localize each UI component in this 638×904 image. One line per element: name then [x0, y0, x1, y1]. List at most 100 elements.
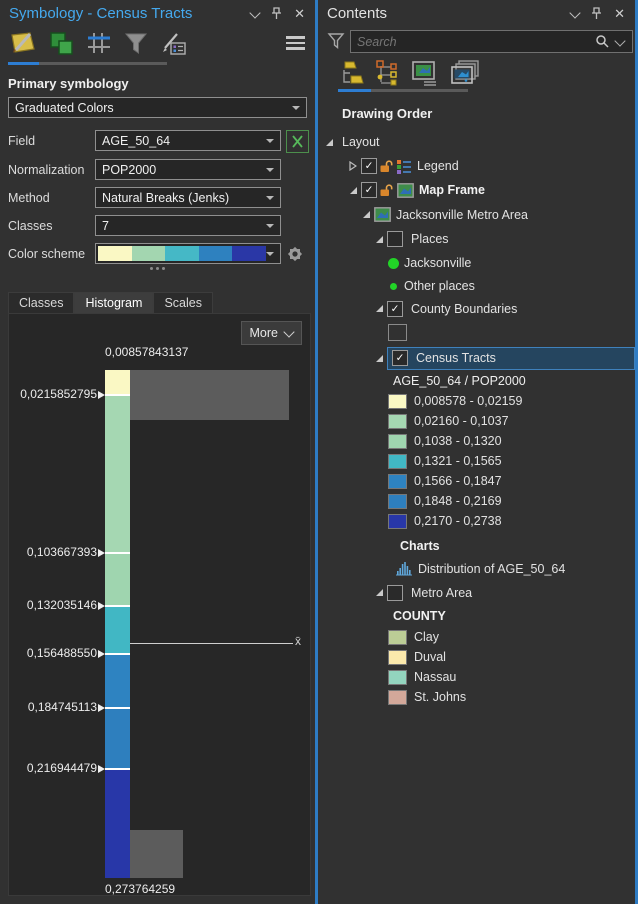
- class-segment[interactable]: [105, 554, 130, 605]
- class-segment[interactable]: [105, 607, 130, 653]
- chevron-down-icon[interactable]: [249, 7, 261, 19]
- tab-histogram[interactable]: Histogram: [74, 292, 154, 313]
- tree-row-layout[interactable]: Layout: [318, 130, 635, 154]
- tree-row-county[interactable]: COUNTY: [318, 604, 635, 627]
- more-label: More: [249, 326, 278, 340]
- tree-row-0-02160-0-1037[interactable]: 0,02160 - 0,1037: [318, 411, 635, 431]
- unlock-icon[interactable]: [380, 159, 394, 173]
- tree-row-nassau[interactable]: Nassau: [318, 667, 635, 687]
- chevron-down-icon[interactable]: [569, 7, 581, 19]
- symbol-layer-drawing-icon[interactable]: [86, 31, 112, 57]
- selected-layer-row[interactable]: ✓ Census Tracts: [387, 346, 635, 370]
- gear-icon[interactable]: [286, 245, 304, 263]
- class-segment[interactable]: [105, 370, 130, 394]
- class-break-handle[interactable]: [98, 649, 105, 658]
- class-break-handle[interactable]: [98, 703, 105, 712]
- color-scheme-dropdown[interactable]: [95, 243, 281, 264]
- class-segment[interactable]: [105, 655, 130, 707]
- chevron-down-icon[interactable]: [614, 34, 626, 47]
- class-segment[interactable]: [105, 396, 130, 552]
- checkbox-checked[interactable]: ✓: [387, 300, 403, 317]
- tree-row-county-boundaries[interactable]: ✓ County Boundaries: [318, 297, 635, 320]
- tree-row-census-tracts[interactable]: ✓ Census Tracts: [318, 345, 635, 371]
- collapse-icon[interactable]: [325, 138, 337, 147]
- tab-classes[interactable]: Classes: [8, 292, 75, 313]
- classes-dropdown[interactable]: 7: [95, 215, 281, 236]
- tree-row-0-1848-0-2169[interactable]: 0,1848 - 0,2169: [318, 491, 635, 511]
- tree-row-0-1321-0-1565[interactable]: 0,1321 - 0,1565: [318, 451, 635, 471]
- checkbox-unchecked[interactable]: [387, 584, 403, 601]
- close-icon[interactable]: ✕: [294, 5, 305, 21]
- tab-map-series[interactable]: [449, 59, 481, 89]
- menu-icon[interactable]: [286, 36, 305, 50]
- checkbox-checked[interactable]: ✓: [361, 158, 377, 174]
- class-segment[interactable]: [105, 770, 130, 878]
- tab-map-frame[interactable]: [410, 59, 440, 89]
- tree-row-label: 0,1038 - 0,1320: [414, 434, 502, 448]
- collapse-icon[interactable]: [375, 354, 387, 363]
- advanced-symbology-icon[interactable]: [160, 31, 188, 57]
- filter-funnel-icon[interactable]: [327, 32, 345, 55]
- filter-funnel-icon[interactable]: [123, 31, 149, 57]
- class-break-handle[interactable]: [98, 548, 105, 557]
- class-segment[interactable]: [105, 709, 130, 768]
- tree-row-0-008578-0-02159[interactable]: 0,008578 - 0,02159: [318, 391, 635, 411]
- more-button[interactable]: More: [240, 321, 302, 345]
- tree-row-symbol[interactable]: [318, 320, 635, 345]
- primary-symbology-icon[interactable]: [8, 29, 38, 57]
- search-input[interactable]: [351, 34, 595, 49]
- tab-scales[interactable]: Scales: [153, 292, 213, 313]
- legend-swatch: [388, 669, 407, 685]
- collapse-icon[interactable]: [375, 235, 387, 244]
- symbology-type-dropdown[interactable]: Graduated Colors: [8, 97, 307, 118]
- tree-row-duval[interactable]: Duval: [318, 647, 635, 667]
- pane-splitter-handle[interactable]: [0, 267, 315, 270]
- tree-row-jacksonville-metro-area[interactable]: Jacksonville Metro Area: [318, 202, 635, 227]
- tree-row-jacksonville[interactable]: Jacksonville: [318, 251, 635, 275]
- tree-row-age-50-64-pop2000[interactable]: AGE_50_64 / POP2000: [318, 371, 635, 391]
- class-break-handle[interactable]: [98, 390, 105, 399]
- pin-icon[interactable]: [591, 6, 602, 20]
- panel-divider[interactable]: [315, 0, 318, 904]
- class-break-handle[interactable]: [98, 601, 105, 610]
- tree-row-metro-area[interactable]: Metro Area: [318, 581, 635, 604]
- pin-icon[interactable]: [271, 6, 282, 20]
- collapse-icon[interactable]: [375, 588, 387, 597]
- collapse-icon[interactable]: [362, 210, 374, 219]
- tab-list-by-type[interactable]: [375, 59, 401, 89]
- symbology-type-value: Graduated Colors: [15, 100, 114, 115]
- tree-row-clay[interactable]: Clay: [318, 627, 635, 647]
- tab-drawing-order[interactable]: [338, 59, 366, 89]
- tree-row-0-1038-0-1320[interactable]: 0,1038 - 0,1320: [318, 431, 635, 451]
- tree-row-legend[interactable]: ✓ Legend: [318, 154, 635, 178]
- checkbox-checked[interactable]: ✓: [361, 182, 377, 198]
- close-icon[interactable]: ✕: [614, 5, 625, 21]
- tree-row-map-frame[interactable]: ✓ Map Frame: [318, 178, 635, 202]
- contents-header: Contents ✕: [318, 0, 635, 26]
- tree-row-st-johns[interactable]: St. Johns: [318, 687, 635, 707]
- field-dropdown[interactable]: AGE_50_64: [95, 130, 281, 151]
- tree-row-0-2170-0-2738[interactable]: 0,2170 - 0,2738: [318, 511, 635, 531]
- method-dropdown[interactable]: Natural Breaks (Jenks): [95, 187, 281, 208]
- unlock-icon[interactable]: [380, 183, 394, 197]
- checkbox-checked[interactable]: ✓: [392, 350, 408, 366]
- color-scheme-label: Color scheme: [8, 247, 86, 261]
- expand-icon[interactable]: [349, 161, 361, 171]
- normalization-dropdown[interactable]: POP2000: [95, 159, 281, 180]
- tree-row-0-1566-0-1847[interactable]: 0,1566 - 0,1847: [318, 471, 635, 491]
- tree-row-distribution-of-age-50-64[interactable]: Distribution of AGE_50_64: [318, 556, 635, 581]
- search-icon[interactable]: [595, 34, 610, 49]
- tree-row-charts[interactable]: Charts: [318, 536, 635, 556]
- tree-row-label: Charts: [400, 539, 440, 553]
- tree-row-places[interactable]: Places: [318, 227, 635, 251]
- collapse-icon[interactable]: [375, 304, 387, 313]
- mean-line: [130, 643, 293, 644]
- class-break-handle[interactable]: [98, 764, 105, 773]
- tree-row-other-places[interactable]: Other places: [318, 275, 635, 297]
- class-break-label: 0,156488550: [26, 646, 97, 660]
- set-expression-button[interactable]: [286, 130, 309, 153]
- collapse-icon[interactable]: [349, 186, 361, 195]
- vary-symbology-icon[interactable]: [49, 31, 75, 57]
- checkbox-unchecked[interactable]: [387, 231, 403, 247]
- mean-label: x̄: [295, 634, 301, 648]
